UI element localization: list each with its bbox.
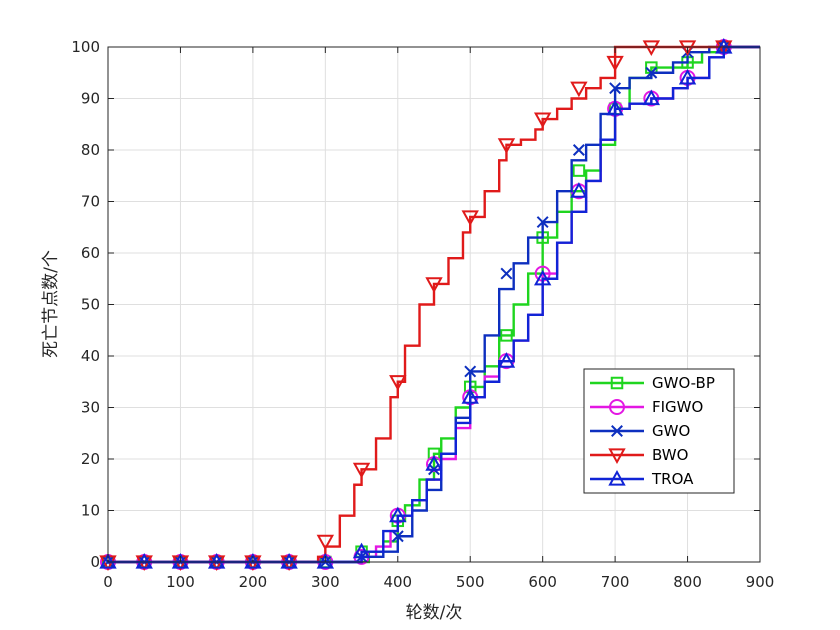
data-point-gwo-bp: [500, 329, 513, 342]
legend-marker-gwo-bp: [610, 376, 624, 390]
data-point-troa: [171, 552, 190, 569]
data-point-troa: [352, 542, 371, 559]
data-point-troa: [316, 552, 335, 569]
x-tick-label: 600: [528, 573, 557, 591]
data-point-troa: [606, 99, 624, 116]
data-point-troa: [642, 89, 661, 106]
y-tick-label: 50: [81, 296, 100, 314]
legend-item-troa: TROA: [590, 469, 694, 488]
axis-ticks: 0 100 200 300 400 500 600 700 800 900 0 10 20 30 40 50 6…: [71, 38, 774, 591]
data-point-bwo: [316, 534, 335, 551]
data-point-gwo-bp: [572, 164, 586, 177]
x-tick-label: 200: [239, 573, 268, 591]
data-point-gwo: [609, 82, 622, 95]
data-point-troa: [570, 182, 588, 198]
data-point-bwo: [461, 210, 479, 227]
x-tick-label: 800: [673, 573, 702, 591]
data-point-bwo: [642, 40, 661, 57]
data-point-bwo: [352, 462, 371, 479]
legend-marker-bwo: [608, 448, 626, 465]
data-point-troa: [244, 552, 262, 569]
data-point-troa: [135, 552, 153, 569]
data-point-bwo: [389, 375, 407, 391]
data-point-bwo: [678, 40, 697, 57]
x-tick-label: 100: [166, 573, 195, 591]
legend-item-bwo: BWO: [590, 446, 688, 465]
legend-marker-gwo: [611, 425, 623, 437]
data-point-troa: [461, 388, 479, 404]
y-tick-label: 100: [71, 38, 100, 56]
legend-marker-figwo: [609, 399, 625, 415]
legend-label-figwo: FIGWO: [652, 398, 703, 416]
y-tick-label: 10: [81, 502, 100, 520]
data-point-troa: [678, 68, 697, 85]
data-point-bwo: [425, 277, 443, 293]
x-tick-label: 900: [746, 573, 775, 591]
y-tick-label: 80: [81, 141, 100, 159]
legend-item-figwo: FIGWO: [590, 398, 703, 416]
data-point-gwo: [391, 530, 404, 543]
x-axis-title: 轮数/次: [406, 603, 463, 623]
data-point-bwo: [533, 112, 552, 129]
x-tick-label: 300: [311, 573, 340, 591]
data-point-troa: [715, 37, 733, 54]
series-group: [99, 37, 760, 572]
x-tick-label: 400: [383, 573, 412, 591]
data-point-troa: [99, 552, 117, 569]
legend-label-bwo: BWO: [652, 446, 688, 464]
y-tick-label: 0: [90, 553, 100, 571]
y-axis-title: 死亡节点数/个: [41, 250, 61, 358]
data-point-bwo: [497, 138, 516, 154]
data-point-bwo: [570, 81, 588, 98]
y-tick-label: 90: [81, 90, 100, 108]
series-line-bwo: [108, 45, 760, 564]
legend-label-gwo-bp: GWO-BP: [652, 374, 715, 392]
x-tick-label: 700: [601, 573, 630, 591]
x-tick-label: 500: [456, 573, 485, 591]
data-point-bwo: [606, 55, 624, 72]
data-point-gwo: [464, 365, 477, 378]
y-tick-label: 20: [81, 450, 100, 468]
data-point-gwo: [536, 216, 549, 229]
data-point-troa: [497, 352, 516, 368]
data-point-troa: [207, 552, 226, 569]
series-troa: [99, 37, 760, 569]
data-point-gwo: [645, 66, 658, 79]
y-tick-label: 70: [81, 193, 100, 211]
data-point-gwo: [572, 144, 585, 156]
legend-label-gwo: GWO: [652, 422, 690, 440]
series-line-troa: [108, 45, 760, 564]
legend-marker-troa: [608, 469, 626, 486]
legend-item-gwo: GWO: [590, 422, 690, 440]
data-point-troa: [533, 269, 552, 286]
data-point-troa: [425, 455, 443, 471]
legend-label-troa: TROA: [651, 470, 694, 488]
y-tick-label: 30: [81, 399, 100, 417]
x-tick-label: 0: [103, 573, 113, 591]
data-point-troa: [280, 552, 298, 569]
legend: GWO-BP FIGWO GWO BWO TROA: [583, 368, 735, 494]
data-point-gwo: [500, 267, 513, 280]
data-point-troa: [389, 506, 407, 523]
y-tick-label: 60: [81, 244, 100, 262]
legend-item-gwo-bp: GWO-BP: [590, 374, 715, 392]
y-tick-label: 40: [81, 347, 100, 365]
